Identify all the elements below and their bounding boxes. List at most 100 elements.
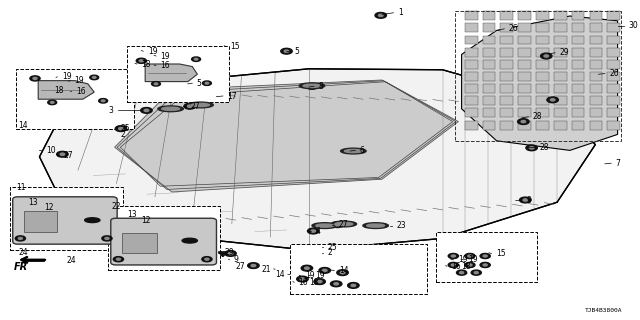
Bar	[607, 84, 620, 93]
Bar	[483, 96, 495, 105]
Circle shape	[544, 55, 548, 57]
Ellipse shape	[182, 238, 197, 243]
Bar	[589, 36, 602, 44]
Circle shape	[205, 82, 209, 84]
Circle shape	[102, 236, 112, 241]
Ellipse shape	[331, 221, 356, 227]
Bar	[455, 11, 621, 141]
Text: 19: 19	[74, 76, 84, 85]
Bar	[436, 232, 537, 282]
Bar	[483, 72, 495, 81]
Bar	[572, 72, 584, 81]
Circle shape	[30, 76, 40, 81]
Circle shape	[305, 267, 309, 269]
Circle shape	[115, 126, 127, 132]
Bar	[554, 11, 566, 20]
Circle shape	[337, 270, 348, 276]
Bar	[518, 11, 531, 20]
Bar	[465, 121, 477, 130]
Text: 24: 24	[19, 248, 28, 257]
Circle shape	[468, 264, 472, 266]
Bar	[518, 96, 531, 105]
Circle shape	[465, 262, 475, 268]
Circle shape	[310, 85, 314, 88]
Text: 8: 8	[318, 82, 323, 91]
Circle shape	[521, 120, 525, 123]
Text: 26: 26	[509, 24, 518, 33]
Circle shape	[300, 278, 305, 280]
Bar	[465, 23, 477, 32]
Circle shape	[90, 75, 99, 80]
Circle shape	[228, 252, 233, 255]
Circle shape	[225, 251, 236, 256]
Text: 19: 19	[161, 52, 170, 60]
Circle shape	[348, 283, 359, 288]
Ellipse shape	[162, 107, 180, 110]
Text: 16: 16	[299, 278, 308, 287]
Bar	[465, 11, 477, 20]
Bar	[554, 48, 566, 57]
Text: 27: 27	[339, 220, 348, 229]
Ellipse shape	[335, 222, 353, 226]
Circle shape	[351, 284, 356, 287]
Circle shape	[480, 262, 490, 268]
Bar	[554, 84, 566, 93]
Circle shape	[48, 100, 57, 105]
Bar	[518, 23, 531, 32]
Text: 19: 19	[148, 47, 157, 56]
Text: 27: 27	[236, 262, 245, 271]
Circle shape	[448, 253, 458, 259]
Bar	[536, 72, 549, 81]
Text: 29: 29	[559, 48, 570, 57]
Ellipse shape	[316, 224, 333, 227]
Bar	[589, 60, 602, 69]
Circle shape	[281, 48, 292, 54]
Bar	[572, 60, 584, 69]
Circle shape	[314, 279, 325, 284]
Text: 1: 1	[398, 8, 403, 17]
Ellipse shape	[191, 103, 209, 107]
Circle shape	[378, 14, 383, 17]
Circle shape	[116, 258, 120, 260]
Circle shape	[480, 253, 490, 259]
Bar	[607, 108, 620, 117]
Bar	[572, 108, 584, 117]
Circle shape	[335, 223, 340, 226]
Text: 14: 14	[19, 121, 28, 130]
Bar	[607, 11, 620, 20]
Bar	[465, 48, 477, 57]
Polygon shape	[118, 126, 127, 131]
Circle shape	[468, 255, 472, 257]
Text: 16: 16	[76, 87, 85, 96]
Circle shape	[456, 270, 467, 275]
Text: 22: 22	[111, 202, 121, 211]
Circle shape	[301, 265, 312, 271]
Circle shape	[202, 257, 212, 262]
Bar	[518, 60, 531, 69]
Bar	[572, 11, 584, 20]
Circle shape	[51, 101, 54, 103]
Bar	[554, 23, 566, 32]
Polygon shape	[40, 69, 595, 250]
Bar	[607, 72, 620, 81]
Bar	[607, 121, 620, 130]
Text: 18: 18	[308, 278, 318, 287]
Text: 9: 9	[234, 255, 239, 264]
Bar	[572, 121, 584, 130]
Bar	[465, 60, 477, 69]
Circle shape	[547, 97, 558, 103]
Bar	[483, 48, 495, 57]
Circle shape	[15, 236, 26, 241]
Bar	[500, 84, 513, 93]
Text: 27: 27	[190, 102, 200, 111]
Bar	[108, 206, 220, 270]
Text: 14: 14	[276, 270, 285, 279]
Text: 29: 29	[224, 248, 234, 257]
Bar	[589, 121, 602, 130]
Bar	[500, 11, 513, 20]
Circle shape	[550, 99, 555, 101]
Text: 14: 14	[339, 266, 348, 275]
Bar	[536, 36, 549, 44]
Circle shape	[375, 12, 387, 18]
Circle shape	[330, 281, 342, 287]
